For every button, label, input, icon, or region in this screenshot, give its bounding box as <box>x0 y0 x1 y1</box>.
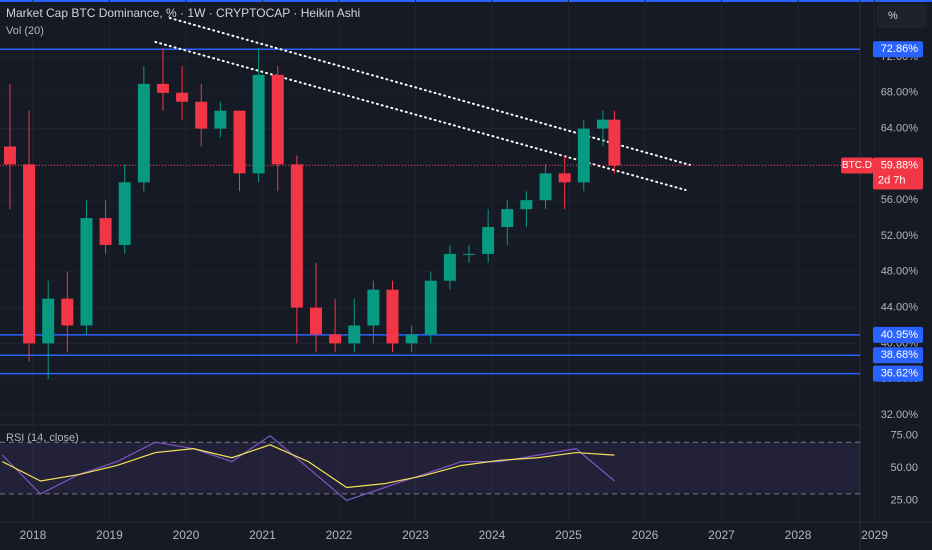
candle-body <box>596 119 609 129</box>
candle-body <box>608 119 621 166</box>
level-label-box <box>873 326 923 343</box>
symbol-box <box>841 157 873 174</box>
candle-body <box>176 92 189 102</box>
candle-body <box>23 164 36 344</box>
candle-body <box>80 218 93 326</box>
candle-body <box>118 182 131 245</box>
candle-body <box>271 74 284 165</box>
candle-body <box>558 173 571 183</box>
level-label: 72.86% <box>881 43 919 55</box>
candle-body <box>195 101 208 129</box>
candle-body <box>233 110 246 174</box>
candle-body <box>309 307 322 335</box>
candle-body <box>463 253 476 255</box>
candle-body <box>539 173 552 201</box>
candle-body <box>405 334 418 344</box>
candle-body <box>577 128 590 183</box>
candle-body <box>348 325 361 344</box>
y-tick-label: 68.00% <box>881 87 919 99</box>
x-tick-label: 2025 <box>555 528 582 542</box>
level-label: 40.95% <box>881 329 919 341</box>
y-tick-label: 64.00% <box>881 123 919 135</box>
candle-body <box>520 200 533 210</box>
rsi-band <box>0 442 860 494</box>
x-tick-label: 2022 <box>326 528 353 542</box>
candle-body <box>367 289 380 326</box>
level-label: 36.62% <box>881 368 919 380</box>
candle-body <box>482 227 495 254</box>
x-tick-label: 2029 <box>861 528 888 542</box>
x-tick-label: 2020 <box>173 528 200 542</box>
y-tick-label: 52.00% <box>881 230 919 242</box>
level-label: 38.68% <box>881 349 919 361</box>
level-label-box <box>873 347 923 364</box>
candle-body <box>61 298 74 326</box>
candle-body <box>42 298 55 344</box>
candle-body <box>386 289 399 344</box>
candle-body <box>3 146 16 165</box>
x-tick-label: 2023 <box>402 528 429 542</box>
y-tick-label: 48.00% <box>881 266 919 278</box>
countdown-label: 2d 7h <box>878 174 906 186</box>
y-tick-label: 44.00% <box>881 301 919 313</box>
x-tick-label: 2021 <box>249 528 276 542</box>
unit-button-label[interactable]: % <box>888 10 898 22</box>
last-price-box <box>873 157 923 190</box>
candle-body <box>252 74 265 174</box>
symbol-label: BTC.D <box>842 160 872 171</box>
x-tick-label: 2019 <box>96 528 123 542</box>
x-tick-label: 2018 <box>20 528 47 542</box>
last-price-label: 59.88% <box>881 159 919 171</box>
candle-body <box>137 83 150 183</box>
x-tick-label: 2027 <box>708 528 735 542</box>
unit-button[interactable] <box>877 4 927 28</box>
rsi-tick-label: 25.00 <box>890 494 918 506</box>
candle-body <box>156 83 169 93</box>
trendline <box>168 16 692 167</box>
candle-body <box>214 110 227 129</box>
candle-body <box>443 253 456 281</box>
x-tick-label: 2028 <box>785 528 812 542</box>
candle-body <box>99 218 112 245</box>
chart-title: Market Cap BTC Dominance, % · 1W · CRYPT… <box>6 6 360 20</box>
x-tick-label: 2026 <box>632 528 659 542</box>
rsi-tick-label: 75.00 <box>890 430 918 442</box>
rsi-title: RSI (14, close) <box>6 432 79 444</box>
y-tick-label: 56.00% <box>881 194 919 206</box>
candle-body <box>501 209 514 228</box>
rsi-ma-line <box>2 444 615 489</box>
trendline <box>154 40 687 191</box>
level-label-box <box>873 41 923 58</box>
volume-label: Vol (20) <box>6 25 44 37</box>
candle-body <box>290 164 303 308</box>
level-label-box <box>873 365 923 382</box>
rsi-tick-label: 50.00 <box>890 462 918 474</box>
x-tick-label: 2024 <box>479 528 506 542</box>
candle-body <box>424 280 437 335</box>
y-tick-label: 32.00% <box>881 409 919 421</box>
candle-body <box>329 334 342 344</box>
plot: 72.00%68.00%64.00%60.00%56.00%52.00%48.0… <box>0 0 918 542</box>
